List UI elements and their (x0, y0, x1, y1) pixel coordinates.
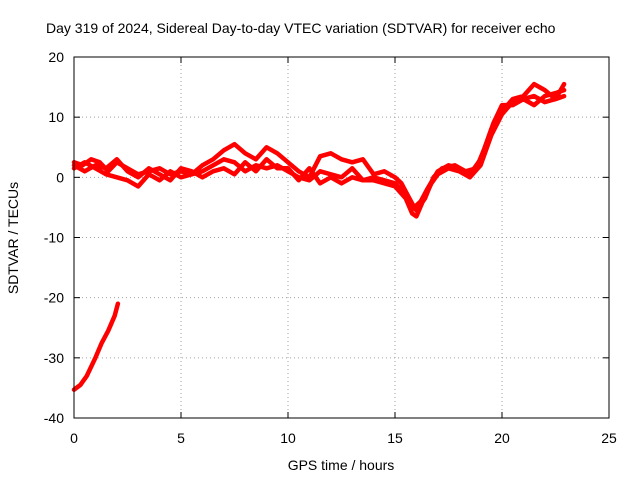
y-tick-label: 0 (56, 169, 64, 185)
series-line-1 (71, 301, 121, 392)
series-line-4 (71, 87, 567, 213)
x-tick-label: 20 (494, 430, 510, 446)
chart-title: Day 319 of 2024, Sidereal Day-to-day VTE… (46, 20, 556, 36)
series-line-3 (71, 93, 567, 219)
y-tick-label: -40 (44, 410, 64, 426)
y-tick-label: 10 (48, 109, 64, 125)
x-tick-label: 5 (177, 430, 185, 446)
x-tick-label: 10 (280, 430, 296, 446)
plot-frame (73, 56, 610, 419)
y-tick-label: -10 (44, 230, 64, 246)
x-tick-label: 25 (601, 430, 617, 446)
y-tick-label: 20 (48, 49, 64, 65)
x-tick-labels: 0 5 10 15 20 25 (70, 430, 617, 446)
x-axis-label: GPS time / hours (288, 457, 395, 473)
y-tick-labels: -40 -30 -20 -10 0 10 20 (44, 49, 64, 426)
data-series (71, 81, 567, 392)
series-line-2 (71, 81, 567, 210)
x-tick-label: 15 (387, 430, 403, 446)
grid-lines (74, 57, 609, 418)
y-tick-label: -30 (44, 350, 64, 366)
y-axis-label: SDTVAR / TECUs (5, 182, 21, 294)
x-tick-label: 0 (70, 430, 78, 446)
y-tick-label: -20 (44, 290, 64, 306)
